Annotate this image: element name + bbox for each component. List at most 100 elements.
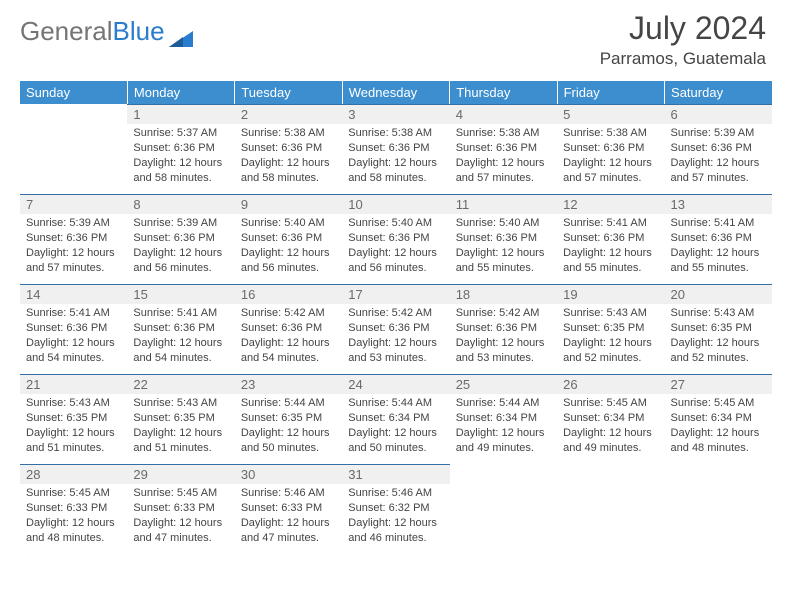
sunset-text: Sunset: 6:35 PM (133, 411, 228, 426)
day-details: Sunrise: 5:44 AMSunset: 6:35 PMDaylight:… (235, 394, 342, 457)
calendar-cell: 18Sunrise: 5:42 AMSunset: 6:36 PMDayligh… (450, 284, 557, 374)
day-number: 11 (450, 194, 557, 214)
sunset-text: Sunset: 6:36 PM (456, 321, 551, 336)
day-number: 21 (20, 374, 127, 394)
day-number: 27 (665, 374, 772, 394)
day-number: 28 (20, 464, 127, 484)
day-details: Sunrise: 5:44 AMSunset: 6:34 PMDaylight:… (342, 394, 449, 457)
sunset-text: Sunset: 6:36 PM (563, 231, 658, 246)
calendar-cell (450, 464, 557, 554)
sunset-text: Sunset: 6:35 PM (563, 321, 658, 336)
sunrise-text: Sunrise: 5:43 AM (563, 306, 658, 321)
day-details: Sunrise: 5:42 AMSunset: 6:36 PMDaylight:… (450, 304, 557, 367)
day-details: Sunrise: 5:43 AMSunset: 6:35 PMDaylight:… (557, 304, 664, 367)
calendar-cell: 1Sunrise: 5:37 AMSunset: 6:36 PMDaylight… (127, 104, 234, 194)
sunset-text: Sunset: 6:36 PM (241, 141, 336, 156)
calendar-cell: 20Sunrise: 5:43 AMSunset: 6:35 PMDayligh… (665, 284, 772, 374)
calendar-cell: 2 Sunrise: 5:38 AMSunset: 6:36 PMDaylight… (235, 104, 342, 194)
calendar-cell (557, 464, 664, 554)
logo: GeneralBlue (20, 16, 193, 47)
day-number: 5 (557, 104, 664, 124)
calendar-cell: 21Sunrise: 5:43 AMSunset: 6:35 PMDayligh… (20, 374, 127, 464)
day-number: 29 (127, 464, 234, 484)
calendar-cell (665, 464, 772, 554)
sunset-text: Sunset: 6:36 PM (241, 231, 336, 246)
sunrise-text: Sunrise: 5:38 AM (456, 126, 551, 141)
dayheader-tuesday: Tuesday (235, 81, 342, 104)
daylight-text: Daylight: 12 hours and 55 minutes. (671, 246, 766, 276)
day-number: 30 (235, 464, 342, 484)
calendar-cell: 22Sunrise: 5:43 AMSunset: 6:35 PMDayligh… (127, 374, 234, 464)
logo-text-general: General (20, 16, 113, 47)
sunset-text: Sunset: 6:35 PM (241, 411, 336, 426)
day-number: 22 (127, 374, 234, 394)
day-details: Sunrise: 5:41 AMSunset: 6:36 PMDaylight:… (557, 214, 664, 277)
day-details: Sunrise: 5:41 AMSunset: 6:36 PMDaylight:… (20, 304, 127, 367)
day-number: 18 (450, 284, 557, 304)
calendar-row: 7Sunrise: 5:39 AMSunset: 6:36 PMDaylight… (20, 194, 772, 284)
calendar-cell: 4Sunrise: 5:38 AMSunset: 6:36 PMDaylight… (450, 104, 557, 194)
sunset-text: Sunset: 6:36 PM (563, 141, 658, 156)
sunset-text: Sunset: 6:33 PM (26, 501, 121, 516)
calendar-head: Sunday Monday Tuesday Wednesday Thursday… (20, 81, 772, 104)
daylight-text: Daylight: 12 hours and 57 minutes. (563, 156, 658, 186)
day-details: Sunrise: 5:43 AMSunset: 6:35 PMDaylight:… (127, 394, 234, 457)
sunset-text: Sunset: 6:36 PM (348, 321, 443, 336)
calendar-cell: 13Sunrise: 5:41 AMSunset: 6:36 PMDayligh… (665, 194, 772, 284)
sunrise-text: Sunrise: 5:38 AM (241, 126, 336, 141)
daylight-text: Daylight: 12 hours and 50 minutes. (348, 426, 443, 456)
sunset-text: Sunset: 6:32 PM (348, 501, 443, 516)
calendar-cell: 8Sunrise: 5:39 AMSunset: 6:36 PMDaylight… (127, 194, 234, 284)
calendar-cell (20, 104, 127, 194)
sunrise-text: Sunrise: 5:44 AM (456, 396, 551, 411)
day-number: 4 (450, 104, 557, 124)
day-details: Sunrise: 5:45 AMSunset: 6:33 PMDaylight:… (127, 484, 234, 547)
calendar-cell: 16Sunrise: 5:42 AMSunset: 6:36 PMDayligh… (235, 284, 342, 374)
day-number: 23 (235, 374, 342, 394)
sunset-text: Sunset: 6:36 PM (26, 231, 121, 246)
daylight-text: Daylight: 12 hours and 53 minutes. (456, 336, 551, 366)
sunset-text: Sunset: 6:33 PM (241, 501, 336, 516)
dayheader-sunday: Sunday (20, 81, 127, 104)
day-details: Sunrise: 5:39 AMSunset: 6:36 PMDaylight:… (20, 214, 127, 277)
dayheader-friday: Friday (557, 81, 664, 104)
title-block: July 2024 Parramos, Guatemala (600, 10, 766, 69)
sunset-text: Sunset: 6:35 PM (26, 411, 121, 426)
day-number: 24 (342, 374, 449, 394)
daylight-text: Daylight: 12 hours and 56 minutes. (348, 246, 443, 276)
sunrise-text: Sunrise: 5:45 AM (26, 486, 121, 501)
daylight-text: Daylight: 12 hours and 47 minutes. (133, 516, 228, 546)
day-number: 20 (665, 284, 772, 304)
day-details: Sunrise: 5:38 AMSunset: 6:36 PMDaylight:… (557, 124, 664, 187)
sunrise-text: Sunrise: 5:44 AM (348, 396, 443, 411)
sunrise-text: Sunrise: 5:45 AM (133, 486, 228, 501)
day-details: Sunrise: 5:45 AMSunset: 6:33 PMDaylight:… (20, 484, 127, 547)
sunrise-text: Sunrise: 5:39 AM (133, 216, 228, 231)
sunset-text: Sunset: 6:34 PM (456, 411, 551, 426)
daylight-text: Daylight: 12 hours and 58 minutes. (348, 156, 443, 186)
day-number: 1 (127, 104, 234, 124)
calendar-cell: 12Sunrise: 5:41 AMSunset: 6:36 PMDayligh… (557, 194, 664, 284)
sunrise-text: Sunrise: 5:46 AM (241, 486, 336, 501)
sunset-text: Sunset: 6:36 PM (671, 141, 766, 156)
sunrise-text: Sunrise: 5:41 AM (671, 216, 766, 231)
day-details: Sunrise: 5:39 AMSunset: 6:36 PMDaylight:… (127, 214, 234, 277)
sunset-text: Sunset: 6:36 PM (671, 231, 766, 246)
sunrise-text: Sunrise: 5:42 AM (348, 306, 443, 321)
calendar-cell: 10Sunrise: 5:40 AMSunset: 6:36 PMDayligh… (342, 194, 449, 284)
daylight-text: Daylight: 12 hours and 54 minutes. (26, 336, 121, 366)
day-details: Sunrise: 5:43 AMSunset: 6:35 PMDaylight:… (665, 304, 772, 367)
sunrise-text: Sunrise: 5:39 AM (26, 216, 121, 231)
daylight-text: Daylight: 12 hours and 58 minutes. (241, 156, 336, 186)
daylight-text: Daylight: 12 hours and 56 minutes. (133, 246, 228, 276)
calendar-cell: 27Sunrise: 5:45 AMSunset: 6:34 PMDayligh… (665, 374, 772, 464)
daylight-text: Daylight: 12 hours and 55 minutes. (563, 246, 658, 276)
daylight-text: Daylight: 12 hours and 54 minutes. (133, 336, 228, 366)
logo-text-blue: Blue (113, 16, 165, 47)
day-number: 7 (20, 194, 127, 214)
day-number: 2 (235, 104, 342, 124)
calendar-cell: 9Sunrise: 5:40 AMSunset: 6:36 PMDaylight… (235, 194, 342, 284)
sunset-text: Sunset: 6:35 PM (671, 321, 766, 336)
dayheader-thursday: Thursday (450, 81, 557, 104)
daylight-text: Daylight: 12 hours and 52 minutes. (671, 336, 766, 366)
